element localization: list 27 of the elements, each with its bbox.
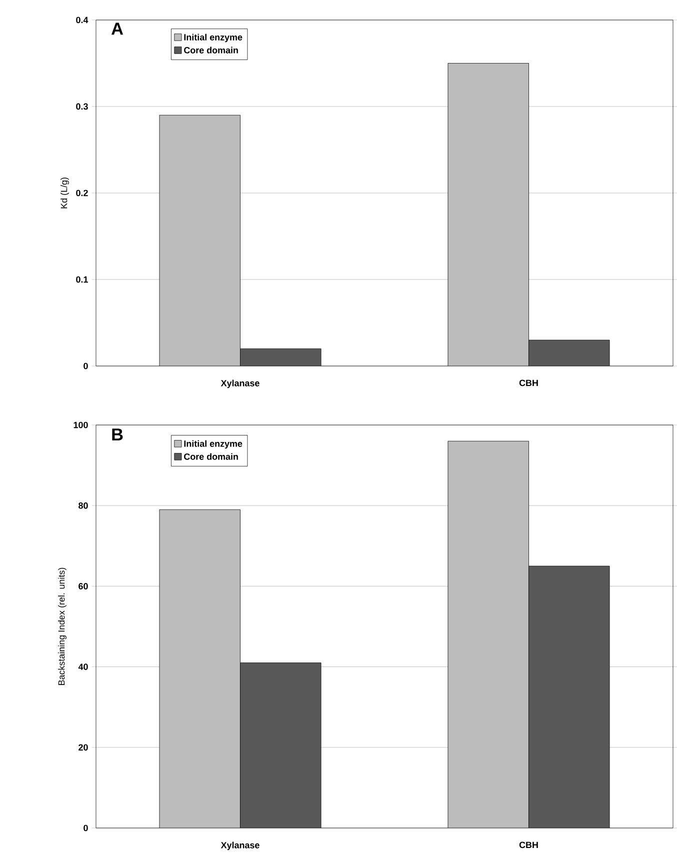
- bar: [528, 566, 610, 828]
- legend-label: Core domain: [184, 453, 238, 460]
- y-tick-label: 100: [74, 422, 88, 428]
- y-tick-label: 0.4: [76, 16, 88, 24]
- y-tick-label: 80: [78, 502, 88, 509]
- bar: [528, 340, 610, 366]
- x-tick-label: Xylanase: [220, 842, 260, 850]
- y-tick-label: 40: [78, 664, 88, 670]
- y-tick-label: 0.1: [76, 276, 88, 283]
- y-tick-label: 0: [83, 362, 88, 370]
- x-tick-label: CBH: [519, 842, 538, 848]
- legend-label: Initial enzyme: [184, 34, 242, 42]
- y-axis-title: Kd (L/g): [60, 178, 69, 208]
- y-tick-label: 60: [78, 583, 88, 590]
- y-tick-label: 0.2: [76, 190, 88, 196]
- x-tick-label: Xylanase: [220, 380, 260, 388]
- legend-label: Initial enzyme: [184, 440, 242, 449]
- y-tick-label: 0: [83, 824, 88, 832]
- x-tick-label: CBH: [519, 380, 538, 386]
- legend-label: Core domain: [184, 46, 238, 54]
- chart-title: A: [111, 22, 123, 35]
- bar: [240, 662, 322, 828]
- chart-title: B: [112, 428, 123, 440]
- y-axis-title: Backstaining Index (rel. units): [58, 568, 66, 685]
- bar: [240, 348, 322, 366]
- y-tick-label: 0.3: [76, 103, 88, 110]
- y-tick-label: 20: [78, 744, 88, 751]
